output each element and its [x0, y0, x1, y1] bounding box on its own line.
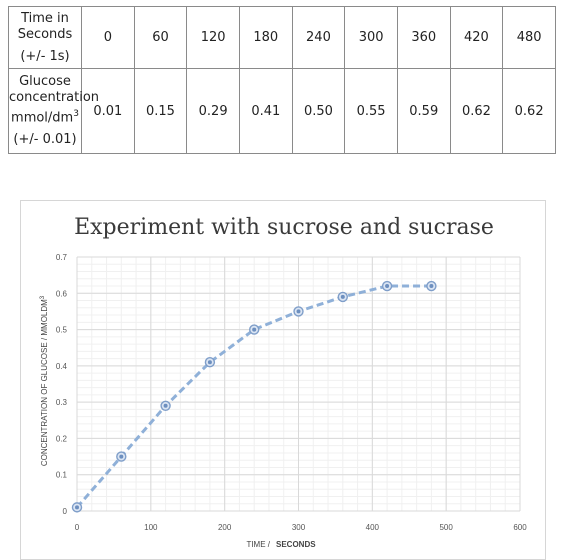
time-row: Time in Seconds (+/- 1s) 0 60 120 180 24… [8, 5, 556, 70]
glucose-header-unit: mmol/dm [11, 110, 74, 126]
table-cell: 0.62 [502, 68, 556, 154]
x-tick-label: 100 [144, 523, 158, 532]
y-tick-label: 0.2 [56, 434, 68, 443]
x-axis-label: TIME / SECONDS [246, 540, 316, 549]
table-cell: 0.62 [449, 68, 504, 154]
data-table: Time in Seconds (+/- 1s) 0 60 120 180 24… [8, 5, 556, 154]
x-axis-ticks: 0 100 200 300 400 500 600 [75, 523, 527, 532]
time-header: Time in Seconds [17, 10, 73, 42]
y-tick-label: 0.6 [56, 289, 68, 298]
data-point-center [429, 284, 434, 289]
table-cell: 0 [81, 5, 135, 70]
y-axis-label-text: CONCENTRATION OF GLUCOSE / MMOLDM [40, 299, 49, 466]
table-cell: 480 [502, 5, 556, 70]
y-tick-label: 0 [63, 507, 68, 516]
data-point-center [296, 309, 301, 314]
y-tick-label: 0.7 [56, 253, 68, 262]
table-cell: 240 [291, 5, 346, 70]
data-point-center [340, 294, 345, 299]
table-cell: 300 [344, 5, 398, 70]
x-tick-label: 200 [218, 523, 232, 532]
x-axis-label-text: TIME / [246, 540, 270, 549]
table-cell: 360 [396, 5, 451, 70]
data-point-center [385, 284, 390, 289]
table-cell: 0.01 [81, 68, 135, 154]
table-cell: 120 [186, 5, 240, 70]
y-tick-label: 0.3 [56, 398, 68, 407]
table-cell: 0.15 [133, 68, 188, 154]
y-axis-ticks: 0 0.1 0.2 0.3 0.4 0.5 0.6 0.7 [56, 253, 68, 516]
y-axis-label: CONCENTRATION OF GLUCOSE / MMOLDM3 [40, 295, 49, 466]
line-chart: Experiment with sucrose and sucrase 0 0.1… [40, 215, 527, 549]
glucose-header-cell: Glucose concentration mmol/dm3 (+/- 0.01… [8, 68, 100, 154]
table-cell: 60 [133, 5, 188, 70]
table-cell: 0.41 [238, 68, 293, 154]
y-tick-label: 0.5 [56, 326, 68, 335]
glucose-header: Glucose concentration [9, 74, 100, 106]
x-axis-label-bold: SECONDS [276, 540, 316, 549]
table-cell: 420 [449, 5, 504, 70]
x-tick-label: 300 [292, 523, 306, 532]
table-cell: 0.50 [291, 68, 346, 154]
table-cell: 0.55 [344, 68, 398, 154]
x-tick-label: 0 [75, 523, 80, 532]
series-path [75, 284, 432, 509]
data-point-center [252, 327, 257, 332]
series-line [75, 284, 432, 509]
x-tick-label: 500 [439, 523, 453, 532]
y-tick-label: 0.4 [56, 362, 68, 371]
glucose-header-sup: 3 [73, 109, 79, 120]
x-tick-label: 600 [513, 523, 527, 532]
table-cell: 0.59 [396, 68, 451, 154]
time-header-cell: Time in Seconds (+/- 1s) [8, 5, 82, 70]
glucose-uncertainty: (+/- 0.01) [13, 132, 77, 148]
data-point-center [75, 505, 79, 510]
glucose-row: Glucose concentration mmol/dm3 (+/- 0.01… [8, 68, 556, 154]
table-cell: 180 [238, 5, 293, 70]
data-point-center [207, 360, 212, 365]
table-cell: 0.29 [186, 68, 240, 154]
chart-title: Experiment with sucrose and sucrase [74, 215, 494, 240]
major-gridlines [76, 256, 521, 512]
y-axis-label-sup: 3 [40, 295, 46, 299]
chart-card: Experiment with sucrose and sucrase 0 0.1… [20, 200, 546, 560]
x-tick-label: 400 [366, 523, 380, 532]
series-points [71, 280, 437, 513]
data-point-center [119, 454, 124, 459]
y-tick-label: 0.1 [56, 471, 68, 480]
glucose-header-unit-line: mmol/dm3 [9, 106, 81, 126]
data-point-center [163, 403, 168, 408]
time-uncertainty: (+/- 1s) [20, 48, 70, 64]
